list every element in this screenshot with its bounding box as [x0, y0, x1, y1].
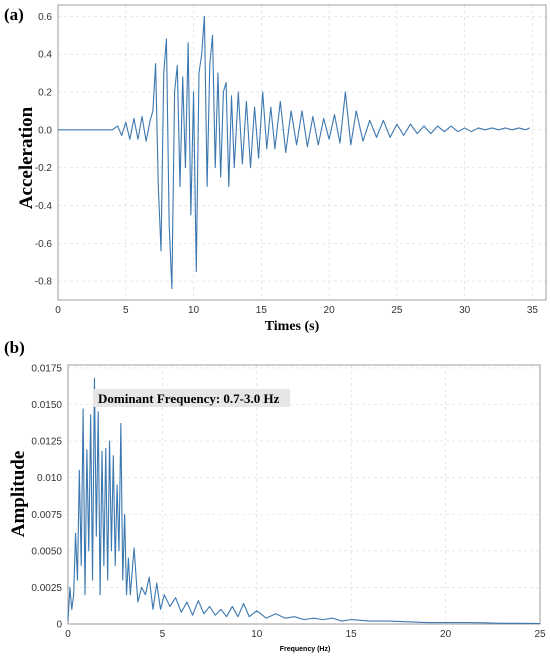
b-x-tick-label: 25 [534, 629, 546, 640]
a-x-tick-label: 20 [324, 305, 336, 316]
panel-b-label: (b) [4, 338, 25, 357]
a-y-tick-label: 0.6 [38, 12, 52, 23]
a-x-tick-label: 10 [188, 305, 200, 316]
panel-a-x-ticks: 0 5 10 15 20 25 30 35 [55, 305, 538, 316]
b-y-tick-label: 0.0025 [31, 583, 62, 594]
panel-a-y-axis-label: Acceleration [16, 106, 37, 209]
b-y-tick-label: 0.0175 [31, 363, 62, 374]
panel-b-plot-frame [67, 364, 541, 625]
a-y-tick-label: 0.4 [38, 50, 52, 61]
a-y-tick-label: -0.4 [35, 201, 53, 212]
b-x-tick-label: 10 [251, 629, 263, 640]
b-y-tick-label: 0.0150 [31, 400, 62, 411]
a-x-tick-label: 5 [123, 305, 129, 316]
b-y-tick-label: 0.0050 [31, 546, 62, 557]
a-x-tick-label: 30 [459, 305, 471, 316]
panel-b-amplitude-chart: (b) 0 0.0025 0.0050 0.0075 0.010 0.0125 0.0150… [4, 338, 546, 653]
b-y-tick-label: 0.0125 [31, 437, 62, 448]
panel-b-y-ticks: 0 0.0025 0.0050 0.0075 0.010 0.0125 0.0150 0.01… [31, 363, 62, 630]
panel-a-x-axis-label: Times (s) [265, 319, 320, 334]
panel-a-label: (a) [4, 5, 24, 24]
a-x-tick-label: 0 [55, 305, 61, 316]
a-y-tick-label: 0.0 [38, 125, 52, 136]
b-x-tick-label: 0 [65, 629, 71, 640]
dominant-frequency-annotation: Dominant Frequency: 0.7-3.0 Hz [98, 391, 280, 406]
a-x-tick-label: 35 [527, 305, 539, 316]
panel-b-x-ticks: 0 5 10 15 20 25 [65, 629, 546, 640]
panel-b-y-axis-label: Amplitude [8, 451, 29, 538]
panel-a-acceleration-chart: (a) -0.8 -0.6 -0.4 -0.2 0.0 0.2 0.4 0.6 0 5 10 15 2… [4, 4, 547, 334]
b-y-tick-label: 0.010 [37, 473, 62, 484]
panel-b-amplitude-series-line [67, 377, 541, 625]
a-y-tick-label: -0.6 [35, 239, 53, 250]
a-x-tick-label: 25 [391, 305, 403, 316]
a-x-tick-label: 15 [256, 305, 268, 316]
b-x-tick-label: 20 [440, 629, 452, 640]
a-y-tick-label: -0.8 [35, 277, 53, 288]
b-y-tick-label: 0.0075 [31, 510, 62, 521]
panel-a-y-ticks: -0.8 -0.6 -0.4 -0.2 0.0 0.2 0.4 0.6 [35, 12, 53, 288]
b-y-tick-label: 0 [56, 620, 62, 631]
dominant-frequency-annotation-box [93, 389, 290, 407]
panel-a-plot-frame [57, 4, 547, 301]
panel-a-acceleration-series-line [58, 15, 530, 290]
panel-a-grid [57, 5, 546, 300]
panel-b-x-axis-label: Frequency (Hz) [280, 646, 331, 653]
a-y-tick-label: 0.2 [38, 87, 52, 98]
a-y-tick-label: -0.2 [35, 163, 53, 174]
b-x-tick-label: 15 [346, 629, 358, 640]
b-x-tick-label: 5 [160, 629, 166, 640]
